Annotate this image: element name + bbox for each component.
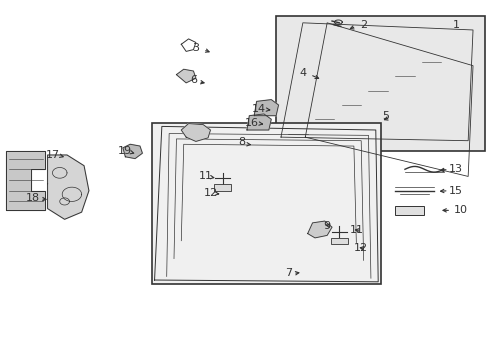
Text: 2: 2 xyxy=(359,19,366,30)
Text: 11: 11 xyxy=(348,225,363,235)
Text: 12: 12 xyxy=(353,243,367,253)
Text: 12: 12 xyxy=(203,188,217,198)
Bar xyxy=(152,123,380,284)
Text: 13: 13 xyxy=(448,164,462,174)
Text: 11: 11 xyxy=(198,171,212,181)
Polygon shape xyxy=(122,144,142,158)
Text: 6: 6 xyxy=(189,75,197,85)
Text: 5: 5 xyxy=(381,111,388,121)
Bar xyxy=(394,206,424,215)
Polygon shape xyxy=(47,155,89,219)
Text: 1: 1 xyxy=(451,19,459,30)
Polygon shape xyxy=(6,152,45,210)
Text: 4: 4 xyxy=(299,68,306,78)
Text: 7: 7 xyxy=(284,268,291,278)
Text: 9: 9 xyxy=(323,221,330,231)
Text: 10: 10 xyxy=(453,205,467,215)
Polygon shape xyxy=(254,100,278,116)
Polygon shape xyxy=(181,123,210,141)
Bar xyxy=(276,16,484,152)
Text: 16: 16 xyxy=(244,118,258,128)
Bar xyxy=(330,238,347,244)
Polygon shape xyxy=(307,221,331,238)
Text: 17: 17 xyxy=(45,150,60,160)
Text: 3: 3 xyxy=(192,43,199,53)
Text: 8: 8 xyxy=(238,138,245,148)
Text: 18: 18 xyxy=(26,193,40,203)
Text: 19: 19 xyxy=(118,147,132,157)
Bar xyxy=(213,184,231,191)
Polygon shape xyxy=(176,69,196,83)
Polygon shape xyxy=(246,114,271,130)
Text: 14: 14 xyxy=(251,104,265,113)
Text: 15: 15 xyxy=(448,186,462,196)
